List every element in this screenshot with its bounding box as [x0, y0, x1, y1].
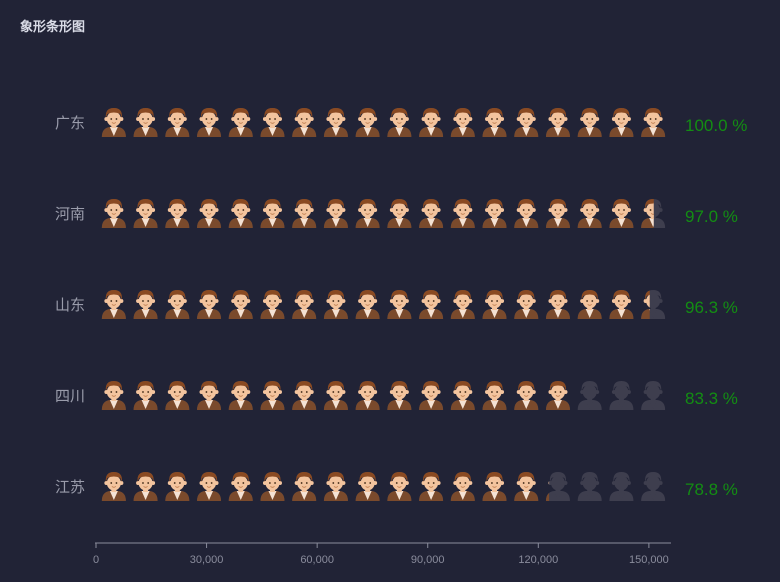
category-label: 四川	[55, 388, 85, 405]
bar	[102, 290, 665, 319]
bar-row: 江苏 78.8 %	[55, 472, 738, 501]
x-tick-label: 120,000	[518, 554, 558, 566]
bar-row: 山东 96.3 %	[55, 290, 738, 319]
data-label: 78.8 %	[685, 480, 738, 499]
data-label: 97.0 %	[685, 207, 738, 226]
data-label: 100.0 %	[685, 116, 747, 135]
category-label: 广东	[55, 115, 85, 132]
bar	[102, 199, 665, 228]
category-label: 江苏	[55, 479, 85, 496]
x-tick-label: 0	[93, 554, 99, 566]
x-tick-label: 30,000	[190, 554, 224, 566]
bar-row: 广东 100.0 %	[55, 108, 747, 137]
bar	[102, 108, 665, 137]
category-label: 山东	[55, 297, 85, 314]
x-tick-label: 60,000	[300, 554, 334, 566]
bar-row: 河南 97.0 %	[55, 199, 738, 228]
category-label: 河南	[55, 206, 85, 223]
data-label: 83.3 %	[685, 389, 738, 408]
bar-row: 四川 83.3 %	[55, 381, 738, 410]
x-tick-label: 90,000	[411, 554, 445, 566]
x-axis: 0 30,000 60,000 90,000 120,000 150,000	[93, 543, 671, 566]
x-tick-label: 150,000	[629, 554, 669, 566]
data-label: 96.3 %	[685, 298, 738, 317]
